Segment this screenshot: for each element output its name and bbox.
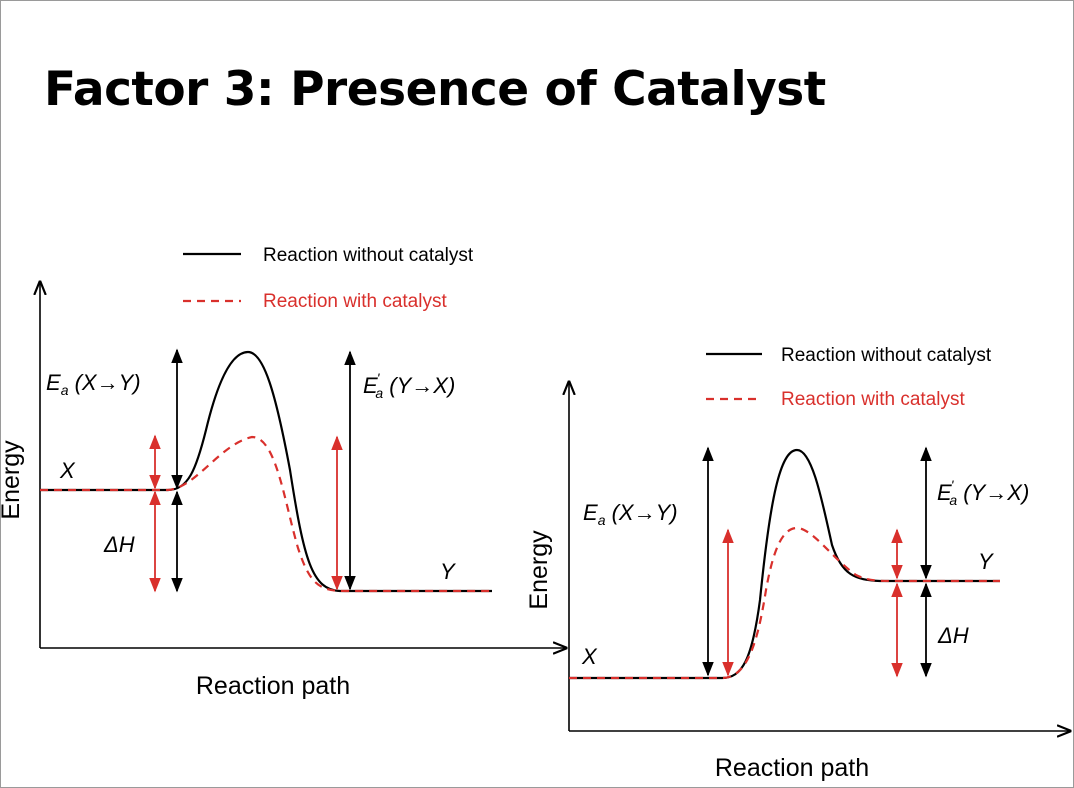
right-ea-forward-label: Ea (X→Y) (583, 500, 678, 528)
left-x-axis-label: Reaction path (196, 672, 350, 700)
right-x-axis-label: Reaction path (715, 754, 869, 782)
left-delta-h-label: ΔH (103, 532, 135, 557)
right-y-axis-label: Energy (525, 530, 553, 610)
right-reactant-label: X (581, 644, 598, 669)
right-delta-h-label: ΔH (937, 623, 969, 648)
legend-with-catalyst: Reaction with catalyst (781, 389, 965, 410)
left-curve-without-catalyst (40, 350, 492, 593)
legend-without-catalyst: Reaction without catalyst (781, 345, 992, 366)
right-curve-with-catalyst (569, 526, 1000, 680)
right-product-label: Y (978, 549, 994, 574)
right-curve-without-catalyst (569, 448, 1000, 680)
left-ea-reverse-label: E' a (Y→X) (363, 370, 455, 401)
right-energy-diagram: Reaction without catalyst Reaction with … (525, 345, 1070, 782)
left-y-axis-label: Energy (0, 440, 25, 520)
left-reactant-label: X (59, 458, 76, 483)
left-legend: Reaction without catalyst Reaction with … (183, 245, 474, 312)
left-ea-forward-label: Ea (X→Y) (46, 370, 141, 398)
left-energy-diagram: Reaction without catalyst Reaction with … (0, 245, 566, 700)
right-ea-reverse-label: E' a (Y→X) (937, 477, 1029, 508)
legend-with-catalyst: Reaction with catalyst (263, 291, 447, 312)
slide-title: Factor 3: Presence of Catalyst (44, 62, 826, 117)
left-product-label: Y (440, 559, 456, 584)
left-curve-with-catalyst (40, 435, 492, 593)
legend-without-catalyst: Reaction without catalyst (263, 245, 474, 266)
right-legend: Reaction without catalyst Reaction with … (706, 345, 992, 410)
